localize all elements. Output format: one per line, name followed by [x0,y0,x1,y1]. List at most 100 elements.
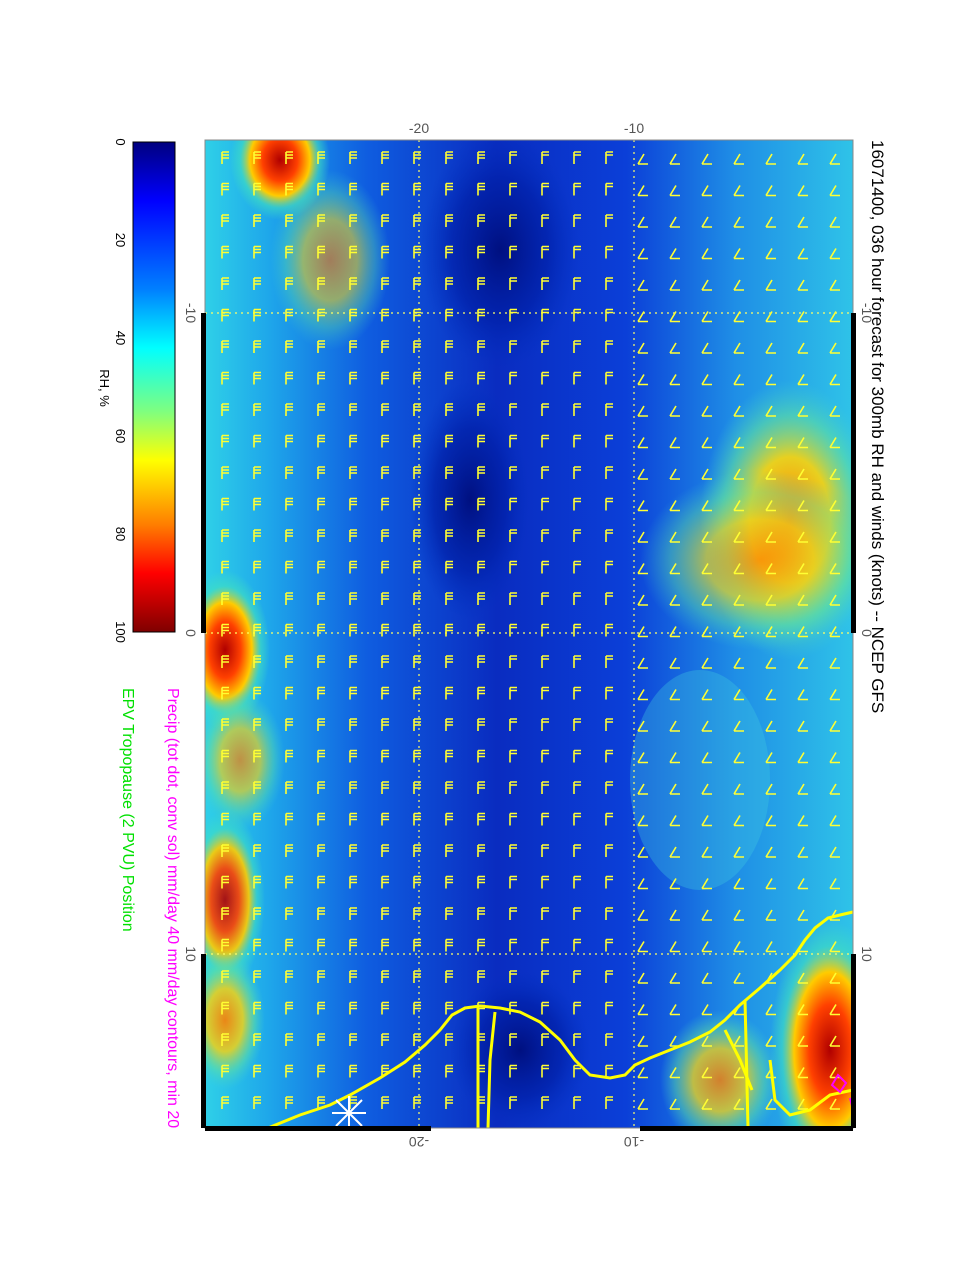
wind-barb [381,1033,389,1046]
wind-barb [573,560,581,574]
wind-barb [541,655,549,668]
wind-barb [381,655,389,668]
wind-barb [541,844,549,857]
wind-barb [221,1033,229,1046]
wind-barb [477,403,485,416]
wind-barb [349,277,357,290]
wind-barb [829,185,840,197]
wind-barb [765,657,776,669]
wind-barb [509,182,517,196]
wind-barb [701,531,712,543]
wind-barb [253,623,261,637]
lon-label: 0 [859,629,875,637]
wind-barb [733,846,744,858]
wind-barb [541,214,549,227]
wind-barb [477,655,485,668]
wind-barb [445,781,453,794]
wind-barb [477,907,485,920]
wind-barb [797,405,808,417]
colorbar-tick-label: 0 [113,138,128,145]
wind-barb [733,594,744,606]
wind-barb [477,781,485,794]
wind-barb [509,340,517,353]
wind-barb [253,277,261,290]
rh-map [205,140,853,1128]
wind-barb [509,1064,517,1078]
wind-barb [637,468,648,480]
wind-barb [829,500,840,512]
wind-barb [797,657,808,669]
wind-barb [829,153,840,165]
wind-barb [221,907,229,920]
wind-barb [445,749,453,763]
lon-label: 10 [183,946,199,962]
tropopause-note: EPV Tropopause (2 PVU) Position [119,688,136,932]
wind-barb [701,1004,712,1016]
wind-barb [765,216,776,228]
wind-barb [701,752,712,764]
wind-barb [285,718,293,731]
wind-barb [445,245,453,259]
wind-barb [381,749,389,763]
wind-barb [573,529,581,542]
wind-barb [605,623,613,637]
wind-barb [829,941,840,953]
wind-barb [221,214,229,227]
wind-barb [797,437,808,449]
wind-barb [285,560,293,574]
wind-barb [221,781,229,794]
wind-barb [701,972,712,984]
wind-barb [829,468,840,480]
wind-barb [221,1064,229,1078]
wind-barb [413,466,421,479]
wind-barb [413,718,421,731]
wind-barb [541,781,549,794]
wind-barb [381,560,389,574]
wind-barb [797,311,808,323]
wind-barb [445,812,453,826]
wind-barb [349,529,357,542]
wind-barb [317,371,325,385]
wind-barb [317,623,325,637]
wind-barb [445,938,453,952]
wind-barb [605,151,613,164]
wind-barb [349,403,357,416]
wind-barb [605,1064,613,1078]
wind-barb [797,1098,808,1110]
wind-barb [381,151,389,164]
wind-barb [221,308,229,322]
wind-barb [317,781,325,794]
wind-barb [733,1098,744,1110]
wind-barb [445,403,453,416]
wind-barb [733,815,744,827]
wind-barb [829,878,840,890]
wind-barb [349,812,357,826]
wind-barb [221,844,229,857]
wind-barb [253,340,261,353]
wind-barb [541,434,549,448]
wind-barb [381,1001,389,1015]
wind-barb [765,1035,776,1047]
wind-barb [573,781,581,794]
wind-barb [733,311,744,323]
wind-barb [637,941,648,953]
lat-label: -10 [624,120,644,136]
wind-barb [733,689,744,701]
wind-barb [221,592,229,605]
wind-barb [413,1096,421,1109]
wind-barb [253,749,261,763]
wind-barb [317,938,325,952]
wind-barb [445,434,453,448]
wind-barb [829,374,840,386]
wind-barb [669,1004,680,1016]
wind-barb [253,812,261,826]
wind-barb [381,403,389,416]
wind-barb [541,875,549,889]
wind-barb [765,342,776,354]
wind-barb [573,466,581,479]
precip-note: Precip (tot dot, conv sol) mm/day 40 mm/… [164,688,181,1128]
wind-barb [669,689,680,701]
wind-barb [733,783,744,795]
wind-barb [573,844,581,857]
